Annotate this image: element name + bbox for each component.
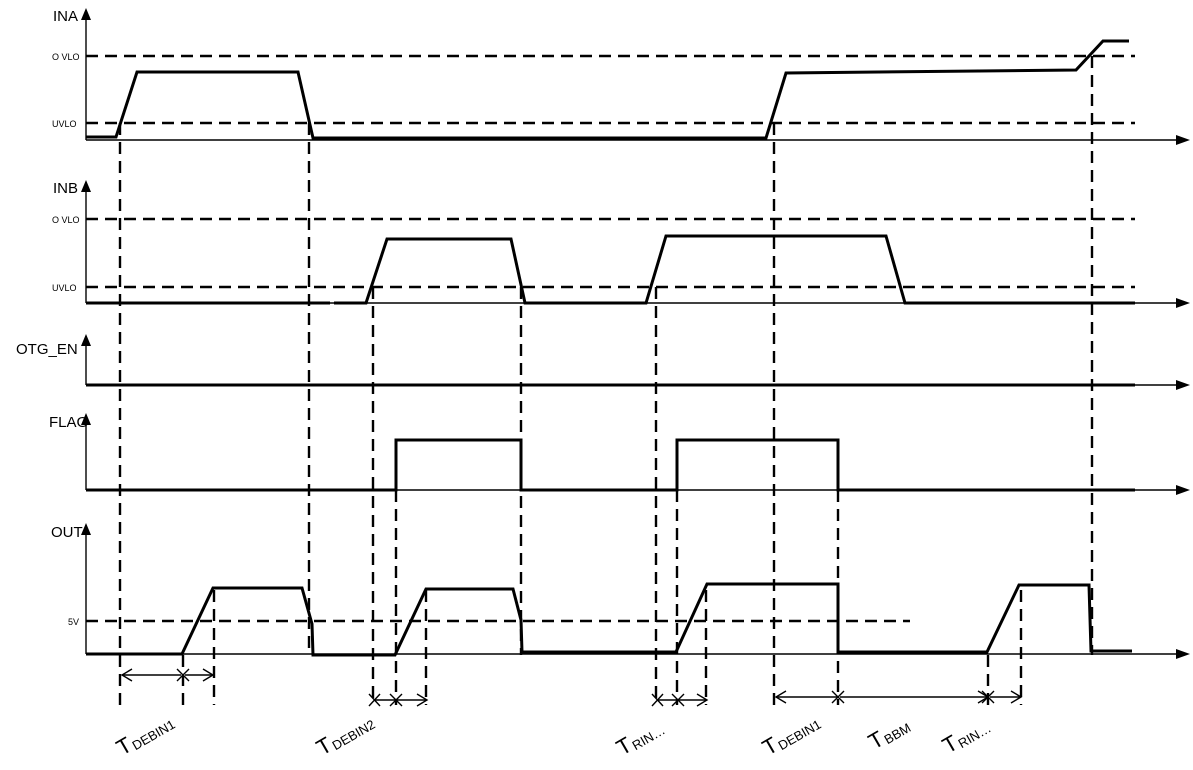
timing-labels: TDEBIN1 TDEBIN2 TRIN… TDEBIN1 TBBM TRIN… (112, 708, 994, 761)
out-x-arrow (1176, 649, 1190, 659)
dim-x-mark-1 (176, 668, 190, 682)
timing-label-debin2: TDEBIN2 (312, 708, 378, 760)
out-5v-label: 5V (68, 617, 79, 627)
timing-label-rin-second: TRIN… (938, 712, 994, 759)
dim-arrowhead-7 (1010, 690, 1023, 704)
inb-uvlo-label: UVLO (52, 283, 77, 293)
ina-uvlo-label: UVLO (52, 119, 77, 129)
timing-label-debin1-first: TDEBIN1 (112, 708, 178, 760)
inb-ovlo-label: O VLO (52, 215, 80, 225)
timing-label-bbm: TBBM (864, 711, 913, 754)
out-y-arrow (81, 523, 91, 535)
dim-arrowhead-1 (120, 668, 133, 682)
dim-x-mark-5 (671, 693, 685, 707)
waveforms (86, 39, 1135, 657)
axes (81, 8, 1190, 659)
timing-label-debin1-second: TDEBIN1 (758, 708, 824, 760)
dim-arrowhead-3 (416, 693, 429, 707)
signal-labels: INA INB OTG_EN FLAG OUT (16, 8, 88, 541)
flag-waveform (86, 438, 1135, 492)
dim-x-mark-6 (831, 690, 845, 704)
dim-arrowhead-2 (202, 668, 215, 682)
ina-label: INA (53, 8, 78, 25)
ina-x-arrow (1176, 135, 1190, 145)
level-labels: O VLO UVLO O VLO UVLO 5V (52, 52, 80, 627)
timing-dimensions (120, 668, 1023, 707)
thresholds (86, 54, 1135, 623)
flag-y-arrow (81, 413, 91, 425)
ina-ovlo-label: O VLO (52, 52, 80, 62)
flag-label: FLAG (49, 414, 88, 431)
reference-lines (118, 56, 1094, 705)
otg-x-arrow (1176, 380, 1190, 390)
dim-x-mark-3 (389, 693, 403, 707)
timing-label-rin-first: TRIN… (612, 714, 668, 761)
inb-y-arrow (81, 180, 91, 192)
inb-waveform (86, 234, 1135, 305)
dim-arrowhead-5 (774, 690, 787, 704)
inb-x-arrow (1176, 298, 1190, 308)
ina-waveform (86, 39, 1129, 140)
out-waveform (86, 582, 1132, 657)
ina-y-arrow (81, 8, 91, 20)
flag-x-arrow (1176, 485, 1190, 495)
dim-x-mark-4 (651, 693, 664, 707)
inb-label: INB (53, 180, 78, 197)
otg-y-arrow (81, 334, 91, 346)
dim-x-mark-7 (981, 690, 995, 704)
dim-x-mark-2 (368, 693, 381, 707)
dim-arrowhead-4 (696, 693, 709, 707)
otg-en-label: OTG_EN (16, 341, 78, 358)
out-label: OUT (51, 524, 83, 541)
